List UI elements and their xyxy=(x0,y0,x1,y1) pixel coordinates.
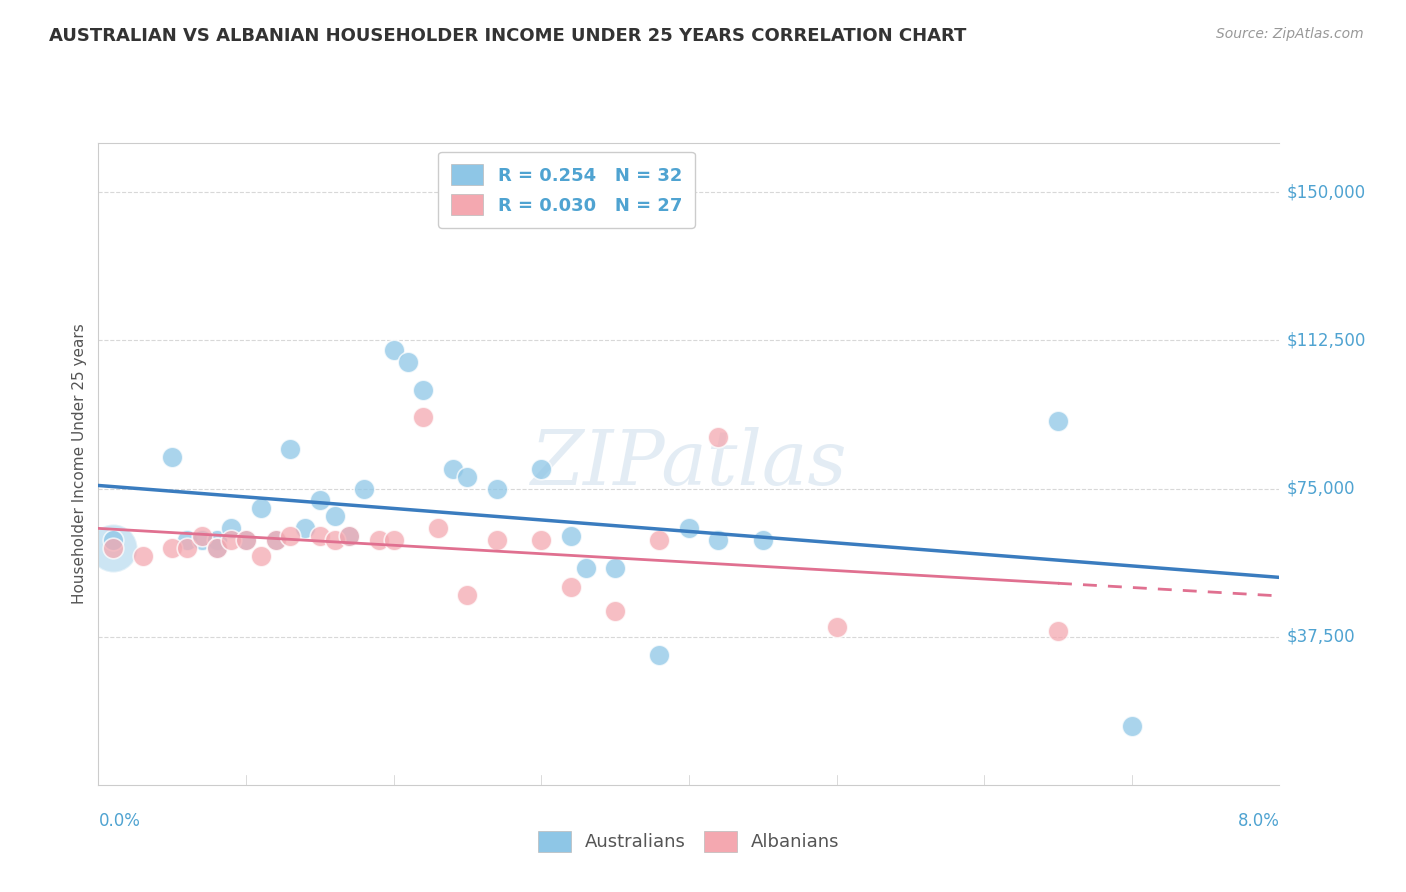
Point xyxy=(278,442,301,456)
Point xyxy=(456,469,478,483)
Point xyxy=(308,493,332,508)
Point xyxy=(235,533,257,547)
Y-axis label: Householder Income Under 25 years: Householder Income Under 25 years xyxy=(72,324,87,604)
Point xyxy=(103,541,124,555)
Point xyxy=(530,533,553,547)
Point xyxy=(323,509,346,524)
Point xyxy=(1046,414,1069,428)
Point xyxy=(250,549,273,563)
Point xyxy=(574,560,596,574)
Point xyxy=(426,521,449,535)
Point xyxy=(530,462,553,476)
Point xyxy=(707,533,730,547)
Point xyxy=(353,482,375,496)
Legend: Australians, Albanians: Australians, Albanians xyxy=(529,822,849,861)
Point xyxy=(560,529,582,543)
Point xyxy=(235,533,257,547)
Point xyxy=(264,533,287,547)
Point xyxy=(308,529,332,543)
Text: ZIPatlas: ZIPatlas xyxy=(530,427,848,500)
Point xyxy=(1121,719,1143,733)
Point xyxy=(648,533,671,547)
Point xyxy=(103,533,124,547)
Point xyxy=(278,529,301,543)
Point xyxy=(605,560,627,574)
Point xyxy=(162,541,183,555)
Point xyxy=(205,541,228,555)
Point xyxy=(264,533,287,547)
Point xyxy=(337,529,360,543)
Point xyxy=(250,501,273,516)
Text: $112,500: $112,500 xyxy=(1286,331,1365,350)
Point xyxy=(751,533,773,547)
Point xyxy=(382,533,405,547)
Point xyxy=(191,529,214,543)
Point xyxy=(1046,624,1069,638)
Point xyxy=(560,580,582,594)
Point xyxy=(396,355,419,369)
Text: AUSTRALIAN VS ALBANIAN HOUSEHOLDER INCOME UNDER 25 YEARS CORRELATION CHART: AUSTRALIAN VS ALBANIAN HOUSEHOLDER INCOM… xyxy=(49,27,966,45)
Point xyxy=(367,533,389,547)
Point xyxy=(412,383,434,397)
Point xyxy=(441,462,464,476)
Point xyxy=(205,541,228,555)
Point xyxy=(825,620,848,634)
Legend: R = 0.254   N = 32, R = 0.030   N = 27: R = 0.254 N = 32, R = 0.030 N = 27 xyxy=(439,152,695,227)
Point xyxy=(294,521,316,535)
Point xyxy=(219,533,242,547)
Point xyxy=(176,533,198,547)
Point xyxy=(132,549,155,563)
Point xyxy=(103,541,124,555)
Point xyxy=(485,533,508,547)
Text: Source: ZipAtlas.com: Source: ZipAtlas.com xyxy=(1216,27,1364,41)
Point xyxy=(323,533,346,547)
Point xyxy=(412,410,434,425)
Point xyxy=(191,533,214,547)
Point xyxy=(485,482,508,496)
Point xyxy=(648,648,671,662)
Text: 0.0%: 0.0% xyxy=(98,812,141,830)
Point xyxy=(205,533,228,547)
Point xyxy=(605,604,627,618)
Point xyxy=(162,450,183,464)
Point xyxy=(678,521,700,535)
Text: $75,000: $75,000 xyxy=(1286,480,1355,498)
Point xyxy=(456,588,478,602)
Point xyxy=(382,343,405,358)
Text: 8.0%: 8.0% xyxy=(1237,812,1279,830)
Point xyxy=(219,521,242,535)
Point xyxy=(176,541,198,555)
Point xyxy=(337,529,360,543)
Point xyxy=(707,430,730,444)
Text: $150,000: $150,000 xyxy=(1286,183,1365,201)
Text: $37,500: $37,500 xyxy=(1286,628,1355,646)
